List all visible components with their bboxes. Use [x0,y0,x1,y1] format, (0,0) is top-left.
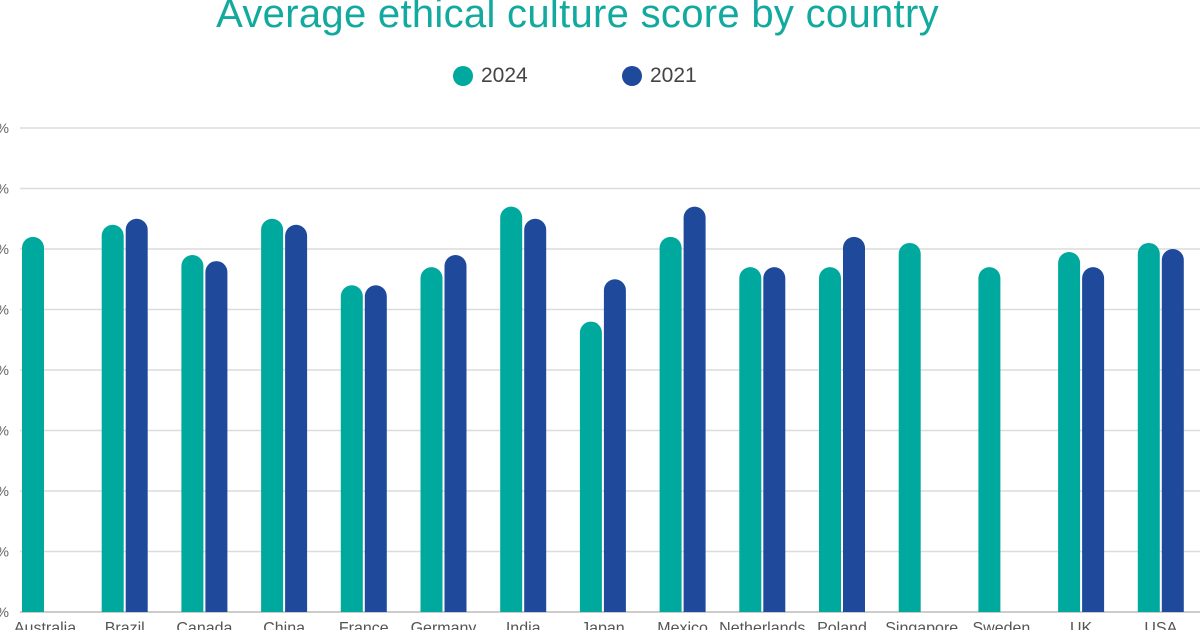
legend-marker-2021 [622,66,642,86]
legend-marker-2024 [453,66,473,86]
x-tick-label: India [506,620,541,630]
legend-item-2021: 2021 [622,64,697,88]
x-tick-label: France [339,620,389,630]
bar-2024-netherlands [739,267,762,612]
bar-2021-brazil [125,218,148,612]
x-tick-label: Singapore [885,620,958,630]
bar-2024-china [261,218,284,612]
bar-2024-singapore [898,242,921,612]
y-tick-label: 70% [0,181,9,197]
bar-2024-germany [420,267,443,612]
bar-2024-uk [1058,252,1081,612]
y-tick-label: 40% [0,362,9,378]
x-tick-label: Poland [817,620,867,630]
bar-2021-mexico [683,206,706,612]
x-tick-label: USA [1144,620,1177,630]
bar-2021-poland [843,236,865,612]
bar-2021-netherlands [763,267,786,612]
legend-label-2021: 2021 [650,64,697,87]
bar-2024-india [500,206,523,612]
x-tick-label: Mexico [657,620,708,630]
bar-2021-canada [205,261,228,612]
y-tick-label: 10% [0,544,9,560]
y-tick-label: 80% [0,120,9,136]
bar-2021-japan [603,279,626,612]
bar-2021-france [364,285,387,612]
x-tick-label: China [263,620,305,630]
bar-2024-australia [22,236,44,612]
x-tick-label: Brazil [105,620,145,630]
bar-2024-france [340,285,363,612]
y-tick-label: 50% [0,302,9,318]
legend-item-2024: 2024 [453,64,528,88]
y-tick-label: 60% [0,241,9,257]
y-tick-label: 0% [0,604,9,620]
x-tick-label: UK [1070,620,1093,630]
bar-2024-usa [1137,242,1160,612]
chart-title: Average ethical culture score by country [216,0,939,36]
bar-2024-japan [579,321,602,612]
x-tick-label: Australia [14,620,76,630]
bar-2024-brazil [101,224,124,612]
x-tick-label: Sweden [972,620,1030,630]
x-tick-label: Canada [176,620,232,630]
x-tick-label: Japan [581,620,625,630]
bar-2021-india [524,218,547,612]
bar-2021-uk [1082,267,1105,612]
x-tick-label: Germany [411,620,477,630]
bar-2024-sweden [978,267,1001,612]
y-tick-label: 20% [0,483,9,499]
legend-label-2024: 2024 [481,64,528,87]
bar-2021-germany [444,255,467,612]
bar-2021-china [285,224,308,612]
bar-2021-usa [1161,249,1184,612]
bar-2024-poland [819,267,841,612]
x-tick-label: Netherlands [719,620,805,630]
bar-2024-mexico [659,236,682,612]
bar-2024-canada [181,255,204,612]
y-tick-label: 30% [0,423,9,439]
